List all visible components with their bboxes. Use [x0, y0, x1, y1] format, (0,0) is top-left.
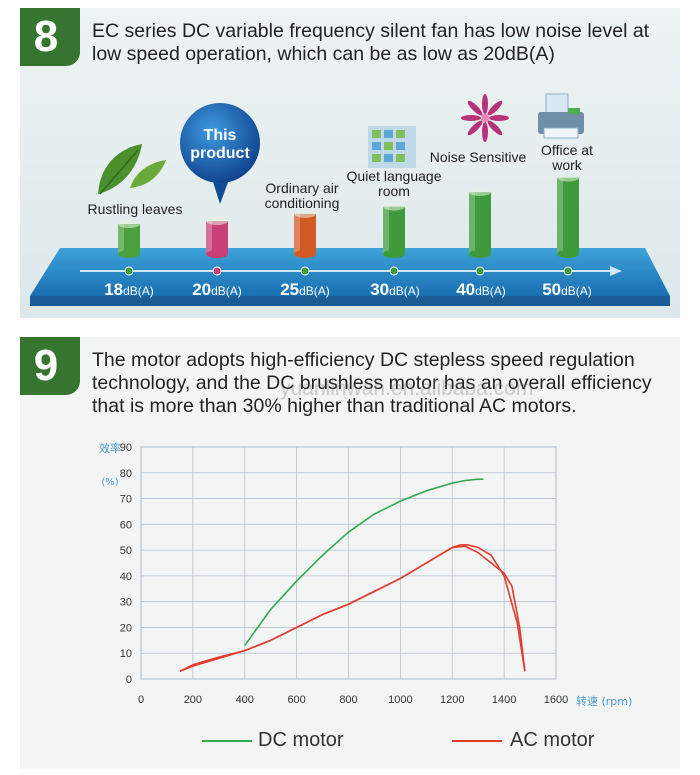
- callout-line-1: This: [204, 127, 237, 144]
- section-number: 8: [33, 12, 59, 61]
- printer-icon: [538, 93, 584, 139]
- callout-bubble: [180, 103, 260, 183]
- y-tick-70: 70: [120, 494, 132, 506]
- y-tick-90: 90: [120, 442, 132, 454]
- watermark: yuanlinwan.en.alibaba.com: [280, 377, 534, 400]
- y-tick-20: 20: [120, 622, 132, 634]
- db-label-20: 20dB(A): [192, 280, 242, 299]
- scale-dot-18: [124, 266, 134, 276]
- y-tick-0: 0: [126, 674, 132, 686]
- scale-dot-25: [300, 266, 310, 276]
- db-label-50: 50dB(A): [542, 280, 592, 299]
- scale-dot-20: [212, 266, 222, 276]
- db-label-18: 18dB(A): [104, 280, 154, 299]
- scale-dot-50: [563, 266, 573, 276]
- scale-dot-40: [475, 266, 485, 276]
- scale-arrow-head: [610, 266, 622, 276]
- series-line-dc-motor: [244, 478, 484, 646]
- label-quiet-room: Quiet language room: [346, 168, 442, 199]
- x-axis-label: 转速 (rpm): [576, 694, 632, 708]
- x-tick-200: 200: [184, 694, 202, 706]
- y-tick-10: 10: [120, 648, 132, 660]
- noise-level-chart: This product: [30, 93, 670, 306]
- building-icon: [368, 126, 416, 168]
- x-tick-1200: 1200: [440, 694, 464, 706]
- noise-cylinder-25: [294, 209, 316, 258]
- section-heading: EC series DC variable frequency silent f…: [92, 20, 650, 65]
- db-label-25: 25dB(A): [280, 280, 330, 299]
- grid-layer: [140, 446, 557, 680]
- series-line-ac-motor-2: [179, 545, 526, 672]
- label-office-at-work: Office at work: [541, 142, 593, 173]
- x-tick-400: 400: [236, 694, 254, 706]
- noise-cylinder-30: [383, 202, 405, 258]
- x-tick-800: 800: [339, 694, 357, 706]
- y-tick-80: 80: [120, 468, 132, 480]
- y-tick-30: 30: [120, 597, 132, 609]
- tick-labels-layer: 0 10 20 30 40 50 60 70 80 90 0 200 400 600 800 1000 1200…: [120, 442, 568, 706]
- stage-edge: [30, 296, 670, 306]
- legend-dc-label: DC motor: [258, 729, 344, 751]
- y-tick-50: 50: [120, 545, 132, 557]
- series-line-ac-motor: [179, 544, 526, 673]
- efficiency-panel: 9 The motor adopts high-efficiency DC st…: [20, 337, 680, 769]
- series-layer: [179, 478, 526, 673]
- x-tick-600: 600: [287, 694, 305, 706]
- y-axis-label-line2: (%): [101, 477, 118, 488]
- noise-panel: 8 EC series DC variable frequency silent…: [20, 8, 680, 318]
- section-number-badge: 8: [20, 8, 80, 66]
- noise-cylinder-40: [469, 188, 491, 258]
- db-label-30: 30dB(A): [370, 280, 420, 299]
- noise-cylinder-18: [118, 220, 140, 258]
- leaves-icon: [98, 144, 166, 195]
- db-label-40: 40dB(A): [456, 280, 506, 299]
- y-axis-label-line1: 效率: [99, 441, 121, 455]
- scale-dot-30: [389, 266, 399, 276]
- noise-cylinder-50: [557, 173, 579, 258]
- cylinders-layer: [118, 173, 579, 276]
- callout-line-2: product: [190, 145, 250, 162]
- label-noise-sensitive: Noise Sensitive: [429, 149, 527, 165]
- section-number: 9: [33, 341, 59, 390]
- flower-icon: [461, 94, 509, 142]
- section-number-badge: 9: [20, 337, 80, 395]
- y-tick-60: 60: [120, 519, 132, 531]
- efficiency-chart: 0 10 20 30 40 50 60 70 80 90 0 200 400 600 800 1000 1200…: [99, 441, 632, 742]
- x-tick-1600: 1600: [544, 694, 568, 706]
- x-tick-1000: 1000: [388, 694, 412, 706]
- noise-cylinder-20: [206, 217, 228, 258]
- legend-ac-label: AC motor: [510, 729, 595, 751]
- x-tick-1400: 1400: [492, 694, 516, 706]
- label-ordinary-air: Ordinary air conditioning: [264, 180, 340, 211]
- section-heading: The motor adopts high-efficiency DC step…: [92, 349, 652, 417]
- y-tick-40: 40: [120, 571, 132, 583]
- x-tick-0: 0: [138, 694, 144, 706]
- label-rustling-leaves: Rustling leaves: [87, 201, 183, 217]
